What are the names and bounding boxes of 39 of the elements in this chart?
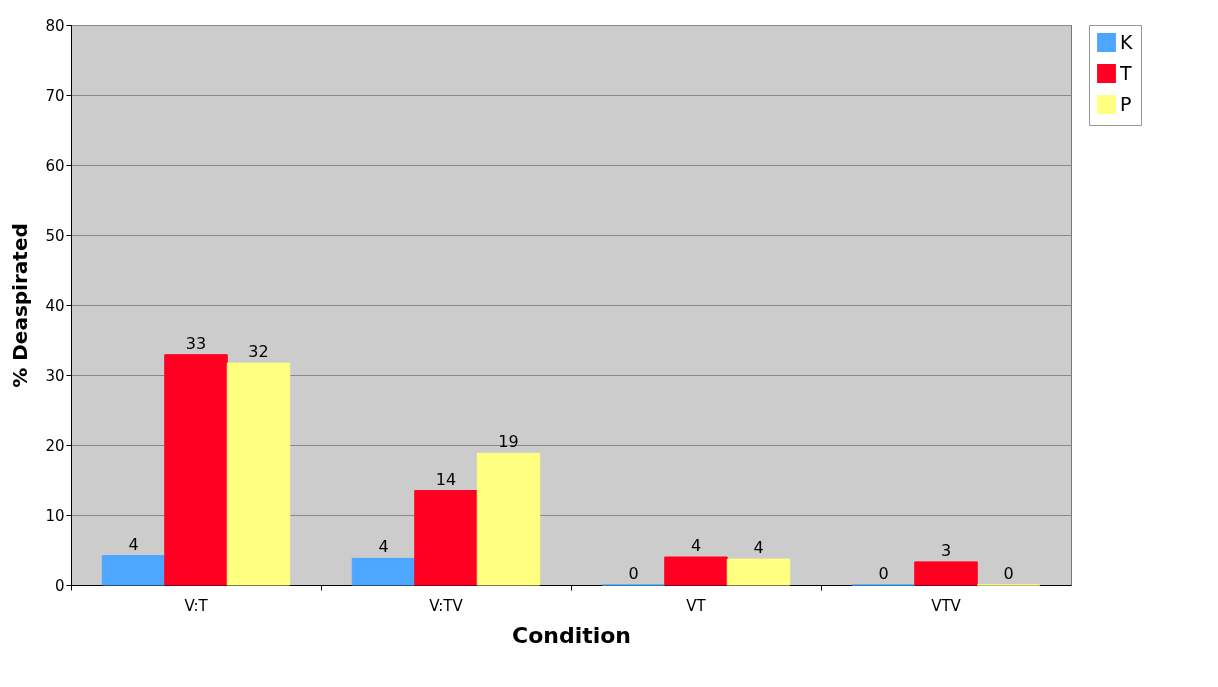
y-tick-label: 0 <box>54 576 65 595</box>
data-label: 4 <box>753 538 764 558</box>
y-tick-label: 10 <box>45 506 65 525</box>
data-label: 0 <box>628 564 639 583</box>
y-tick-label: 30 <box>45 366 65 385</box>
x-tick-label: VTV <box>931 596 962 615</box>
x-tick-label: V:TV <box>429 596 464 615</box>
data-label: 4 <box>690 536 702 555</box>
y-tick-label: 60 <box>45 156 65 175</box>
y-tick-label: 70 <box>45 86 65 105</box>
data-label: 3 <box>940 540 952 560</box>
y-tick-label: 20 <box>45 436 65 455</box>
bar <box>476 452 541 586</box>
y-tick-label: 40 <box>45 296 65 315</box>
bar <box>351 557 416 586</box>
data-label: 33 <box>185 333 207 353</box>
data-label: 4 <box>378 537 389 557</box>
data-label: 0 <box>878 564 889 583</box>
legend-label: P <box>1120 92 1132 115</box>
data-label: 4 <box>128 534 139 554</box>
data-label: 32 <box>248 342 269 362</box>
bar <box>226 362 291 586</box>
y-tick-label: 80 <box>45 16 65 35</box>
y-axis-title: % Deaspirated <box>8 223 33 388</box>
x-axis-title: Condition <box>511 622 632 648</box>
data-label: 14 <box>435 469 457 489</box>
y-tick-label: 50 <box>45 226 65 245</box>
legend-label: T <box>1119 61 1132 84</box>
bar <box>101 555 166 586</box>
bar <box>914 561 978 586</box>
legend-label: K <box>1120 30 1133 53</box>
data-label: 0 <box>1003 564 1014 583</box>
bar <box>726 558 791 586</box>
bar <box>414 490 478 586</box>
bar <box>164 354 228 586</box>
x-tick-label: V:T <box>184 596 209 615</box>
data-label: 19 <box>498 432 519 452</box>
x-tick-label: VT <box>686 596 707 615</box>
bar <box>664 556 728 586</box>
